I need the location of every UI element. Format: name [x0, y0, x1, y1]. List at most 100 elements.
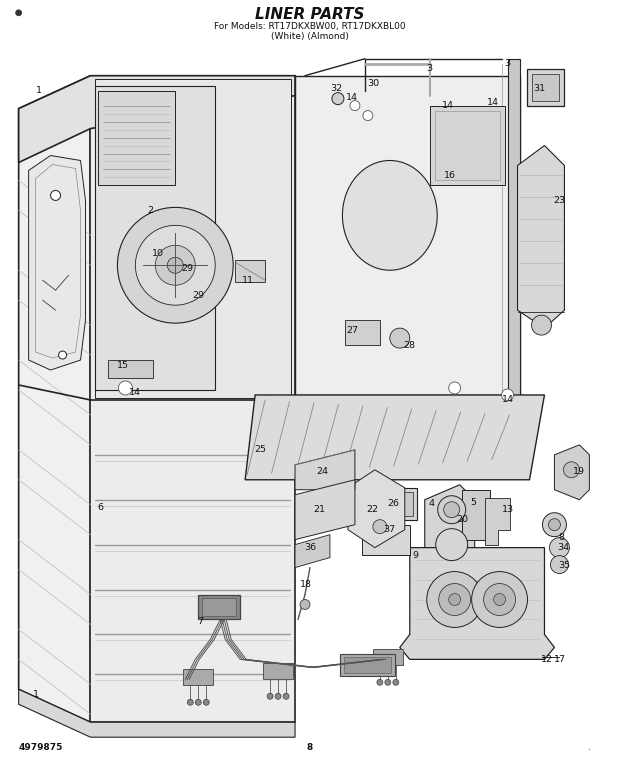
Circle shape — [300, 600, 310, 610]
Circle shape — [283, 693, 289, 699]
Polygon shape — [99, 90, 175, 185]
Text: 37: 37 — [383, 525, 395, 534]
Text: 22: 22 — [366, 505, 378, 515]
Circle shape — [58, 351, 66, 359]
Text: 36: 36 — [304, 543, 316, 552]
Circle shape — [549, 537, 569, 558]
Circle shape — [135, 226, 215, 306]
Bar — [435, 111, 500, 180]
Polygon shape — [91, 76, 295, 722]
Text: 18: 18 — [300, 580, 312, 589]
Text: 19: 19 — [574, 467, 585, 477]
Circle shape — [332, 93, 344, 105]
Circle shape — [549, 518, 560, 530]
Circle shape — [377, 679, 383, 686]
Text: 29: 29 — [192, 290, 204, 299]
Polygon shape — [518, 145, 564, 328]
Circle shape — [484, 584, 516, 616]
Circle shape — [449, 594, 461, 606]
Polygon shape — [295, 450, 355, 489]
Circle shape — [187, 699, 193, 705]
Polygon shape — [462, 489, 490, 540]
Text: 14: 14 — [441, 101, 454, 110]
Circle shape — [275, 693, 281, 699]
Bar — [373, 649, 403, 665]
Text: 14: 14 — [487, 98, 498, 107]
Circle shape — [267, 693, 273, 699]
Polygon shape — [295, 76, 520, 395]
Text: 9: 9 — [413, 551, 418, 560]
Text: 12: 12 — [541, 655, 552, 664]
Polygon shape — [19, 689, 295, 737]
Circle shape — [472, 572, 528, 628]
Bar — [198, 594, 240, 619]
Text: 26: 26 — [387, 499, 399, 508]
Circle shape — [118, 381, 133, 395]
Bar — [202, 597, 236, 616]
Text: 7: 7 — [197, 617, 203, 626]
Text: LINER PARTS: LINER PARTS — [255, 8, 365, 22]
Polygon shape — [19, 76, 295, 163]
Circle shape — [393, 679, 399, 686]
Polygon shape — [400, 548, 554, 660]
Circle shape — [551, 556, 569, 574]
Circle shape — [16, 10, 22, 16]
Bar — [508, 59, 520, 403]
Text: (White) (Almond): (White) (Almond) — [271, 32, 349, 41]
Polygon shape — [19, 76, 91, 722]
Circle shape — [156, 245, 195, 285]
Text: replacementparts.com: replacementparts.com — [247, 425, 373, 435]
Polygon shape — [485, 498, 510, 545]
Text: 23: 23 — [554, 196, 565, 205]
Text: 11: 11 — [242, 276, 254, 285]
Text: 35: 35 — [559, 561, 570, 570]
Text: 14: 14 — [130, 388, 141, 397]
Bar — [366, 492, 413, 516]
Text: 15: 15 — [117, 360, 130, 369]
Circle shape — [564, 462, 580, 478]
Bar — [344, 657, 391, 673]
Circle shape — [203, 699, 209, 705]
Text: 34: 34 — [557, 543, 570, 552]
Circle shape — [427, 572, 482, 628]
Polygon shape — [430, 106, 505, 185]
Polygon shape — [526, 68, 564, 106]
Text: 10: 10 — [153, 249, 164, 258]
Bar — [108, 360, 153, 378]
Polygon shape — [95, 86, 215, 390]
Text: 5: 5 — [471, 499, 477, 507]
Text: 21: 21 — [313, 505, 325, 515]
Text: 8: 8 — [559, 534, 564, 542]
Circle shape — [449, 382, 461, 394]
Text: 6: 6 — [97, 503, 104, 512]
Ellipse shape — [342, 160, 437, 271]
Text: 17: 17 — [554, 655, 565, 664]
Text: 30: 30 — [367, 79, 379, 88]
Circle shape — [51, 191, 61, 201]
Circle shape — [117, 207, 233, 323]
Text: .: . — [588, 743, 591, 752]
Circle shape — [438, 496, 466, 524]
Bar — [531, 74, 559, 100]
Polygon shape — [425, 485, 475, 569]
Text: 28: 28 — [404, 340, 416, 350]
Circle shape — [502, 389, 513, 401]
Bar — [184, 670, 213, 686]
Polygon shape — [295, 480, 355, 540]
Text: 16: 16 — [444, 171, 456, 180]
Text: 3: 3 — [505, 59, 511, 68]
Text: 20: 20 — [457, 515, 469, 524]
Bar — [235, 260, 265, 282]
Circle shape — [390, 328, 410, 348]
Circle shape — [385, 679, 391, 686]
Bar — [340, 654, 395, 676]
Text: 13: 13 — [502, 505, 513, 515]
Polygon shape — [245, 395, 544, 480]
Circle shape — [436, 529, 467, 561]
Text: 24: 24 — [316, 467, 328, 477]
Text: 4979875: 4979875 — [19, 743, 63, 752]
Text: 25: 25 — [254, 445, 266, 454]
Text: 32: 32 — [330, 84, 342, 93]
Circle shape — [531, 315, 551, 335]
Text: 27: 27 — [346, 325, 358, 334]
